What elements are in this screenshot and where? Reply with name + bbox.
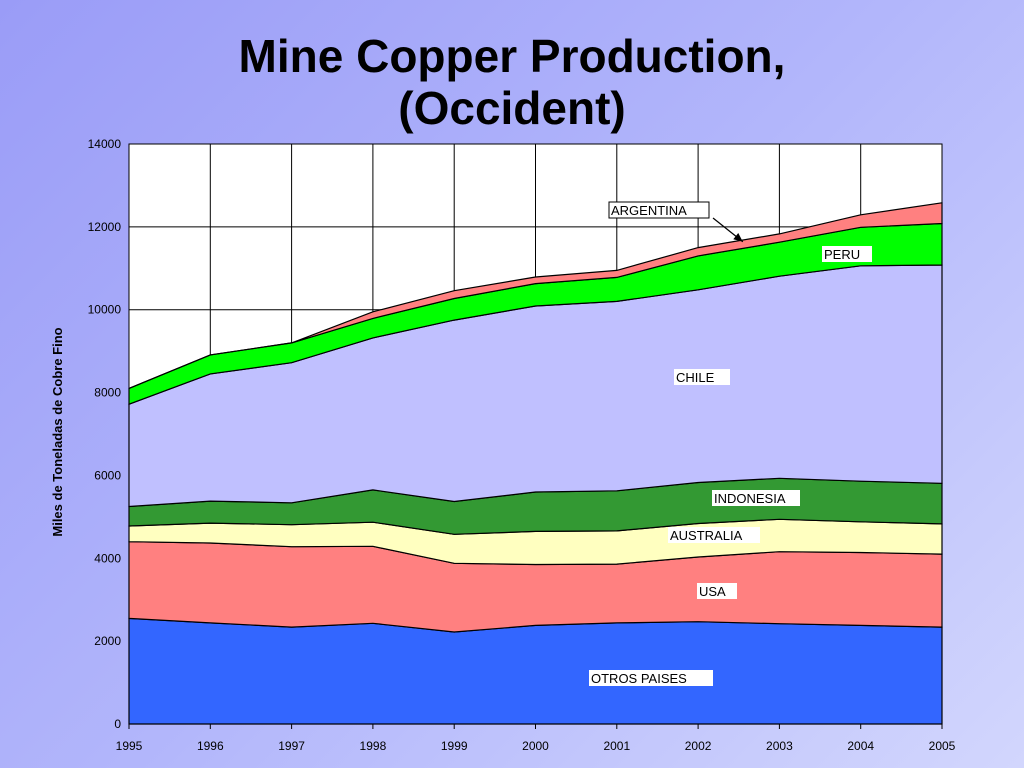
area-otros-paises [128, 617, 943, 725]
y-axis-label: Miles de Toneladas de Cobre Fino [50, 327, 65, 536]
label-otros-paises: OTROS PAISES [591, 671, 687, 686]
x-tick-label: 2000 [522, 739, 549, 753]
label-box-indonesia [712, 490, 800, 506]
x-tick-label: 2003 [766, 739, 793, 753]
y-tick-label: 2000 [94, 634, 121, 648]
y-tick-label: 10000 [88, 303, 122, 317]
x-tick-label: 2005 [929, 739, 956, 753]
label-box-argentina [608, 201, 710, 219]
x-tick-label: 1999 [441, 739, 468, 753]
x-tick-label: 1998 [360, 739, 387, 753]
slide-title: Mine Copper Production, (Occident) [0, 30, 1024, 134]
label-peru: PERU [824, 247, 860, 262]
label-box-chile [674, 369, 730, 385]
label-box-usa [697, 583, 737, 599]
x-tick-label: 1996 [197, 739, 224, 753]
x-tick-label: 2002 [685, 739, 712, 753]
label-usa: USA [699, 584, 726, 599]
y-tick-label: 12000 [88, 220, 122, 234]
argentina-arrow-head [733, 233, 743, 242]
label-australia: AUSTRALIA [670, 528, 743, 543]
y-tick-label: 8000 [94, 386, 121, 400]
y-tick-label: 4000 [94, 551, 121, 565]
y-tick-label: 0 [114, 717, 121, 731]
x-tick-label: 1997 [278, 739, 305, 753]
label-argentina: ARGENTINA [611, 203, 687, 218]
label-box-australia [668, 527, 760, 543]
label-chile: CHILE [676, 370, 715, 385]
label-box-peru [822, 246, 872, 262]
title-line-2: (Occident) [398, 82, 626, 134]
label-indonesia: INDONESIA [714, 491, 786, 506]
y-tick-label: 14000 [88, 137, 122, 151]
x-tick-label: 2004 [847, 739, 874, 753]
x-tick-label: 1995 [116, 739, 143, 753]
x-tick-label: 2001 [603, 739, 630, 753]
label-box-otros-paises [589, 670, 713, 686]
y-tick-label: 6000 [94, 468, 121, 482]
title-line-1: Mine Copper Production, [238, 30, 786, 82]
